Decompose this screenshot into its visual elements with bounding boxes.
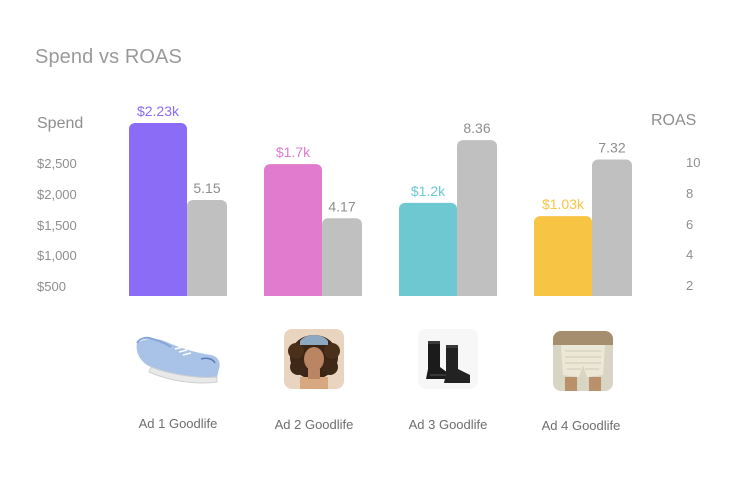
roas-bar-base — [592, 288, 632, 296]
left-axis-ticks: $2,500 $2,000 $1,500 $1,000 $500 — [37, 156, 77, 294]
chart-title: Spend vs ROAS — [35, 46, 182, 68]
roas-data-label: 7.32 — [598, 140, 625, 156]
category-label: Ad 1 Goodlife — [139, 416, 218, 431]
right-tick-label: 6 — [686, 217, 693, 232]
category-label: Ad 3 Goodlife — [409, 417, 488, 432]
sneaker-thumbnail — [131, 329, 223, 391]
roas-bar — [592, 159, 632, 296]
spend-bar — [264, 164, 322, 296]
category-label: Ad 2 Goodlife — [275, 417, 354, 432]
roas-bar — [457, 140, 497, 296]
left-tick-label: $2,500 — [37, 156, 77, 171]
roas-data-label: 5.15 — [193, 180, 220, 196]
roas-bar-base — [187, 288, 227, 296]
spend-bar — [129, 123, 187, 296]
spend-bar-base — [264, 288, 322, 296]
left-tick-label: $2,000 — [37, 187, 77, 202]
left-tick-label: $1,000 — [37, 248, 77, 263]
spend-bar-base — [534, 288, 592, 296]
roas-bar — [322, 218, 362, 296]
right-axis-ticks: 10 8 6 4 2 — [686, 155, 700, 293]
roas-bar-base — [457, 288, 497, 296]
woman-portrait-thumbnail — [284, 329, 344, 389]
roas-data-label: 8.36 — [463, 120, 490, 136]
wetsuit-boots-thumbnail — [418, 329, 478, 389]
left-axis-title: Spend — [37, 115, 83, 132]
spend-data-label: $1.7k — [276, 144, 311, 160]
roas-bar — [187, 200, 227, 296]
spend-bar — [534, 216, 592, 296]
crochet-shorts-thumbnail — [553, 331, 613, 391]
spend-bar-base — [399, 288, 457, 296]
roas-data-label: 4.17 — [328, 198, 355, 214]
spend-data-label: $1.2k — [411, 183, 446, 199]
right-tick-label: 4 — [686, 247, 693, 262]
right-tick-label: 10 — [686, 155, 700, 170]
left-tick-label: $1,500 — [37, 218, 77, 233]
left-tick-label: $500 — [37, 279, 66, 294]
bars: $2.23k 5.15 $1.7k 4.17 $1.2k 8.36 $1.03k 7.32 — [129, 103, 632, 296]
right-tick-label: 2 — [686, 278, 693, 293]
spend-bar — [399, 202, 457, 296]
right-axis-title: ROAS — [651, 112, 696, 129]
category-label: Ad 4 Goodlife — [542, 418, 621, 433]
spend-data-label: $1.03k — [542, 196, 585, 212]
roas-bar-base — [322, 288, 362, 296]
right-tick-label: 8 — [686, 186, 693, 201]
spend-data-label: $2.23k — [137, 103, 180, 119]
spend-bar-base — [129, 288, 187, 296]
category-labels: Ad 1 Goodlife Ad 2 Goodlife Ad 3 Goodlife A… — [139, 416, 621, 433]
